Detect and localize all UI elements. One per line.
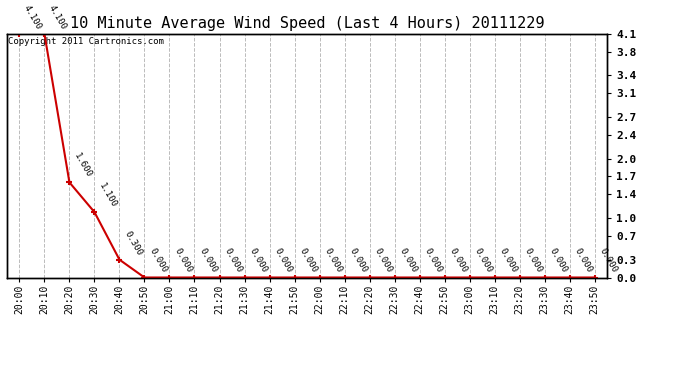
Text: 1.100: 1.100 xyxy=(97,182,119,209)
Text: Copyright 2011 Cartronics.com: Copyright 2011 Cartronics.com xyxy=(8,38,164,46)
Text: 4.100: 4.100 xyxy=(22,3,43,31)
Text: 0.000: 0.000 xyxy=(222,247,244,275)
Text: 0.000: 0.000 xyxy=(573,247,593,275)
Title: 10 Minute Average Wind Speed (Last 4 Hours) 20111229: 10 Minute Average Wind Speed (Last 4 Hou… xyxy=(70,16,544,31)
Text: 0.000: 0.000 xyxy=(297,247,319,275)
Text: 0.000: 0.000 xyxy=(397,247,419,275)
Text: 0.300: 0.300 xyxy=(122,229,144,257)
Text: 0.000: 0.000 xyxy=(147,247,168,275)
Text: 4.100: 4.100 xyxy=(47,3,68,31)
Text: 0.000: 0.000 xyxy=(322,247,344,275)
Text: 1.600: 1.600 xyxy=(72,152,93,180)
Text: 0.000: 0.000 xyxy=(197,247,219,275)
Text: 0.000: 0.000 xyxy=(473,247,493,275)
Text: 0.000: 0.000 xyxy=(172,247,193,275)
Text: 0.000: 0.000 xyxy=(347,247,368,275)
Text: 0.000: 0.000 xyxy=(547,247,569,275)
Text: 0.000: 0.000 xyxy=(447,247,469,275)
Text: 0.000: 0.000 xyxy=(422,247,444,275)
Text: 0.000: 0.000 xyxy=(373,247,393,275)
Text: 0.000: 0.000 xyxy=(247,247,268,275)
Text: 0.000: 0.000 xyxy=(522,247,544,275)
Text: 0.000: 0.000 xyxy=(273,247,293,275)
Text: 0.000: 0.000 xyxy=(497,247,519,275)
Text: 0.000: 0.000 xyxy=(598,247,619,275)
